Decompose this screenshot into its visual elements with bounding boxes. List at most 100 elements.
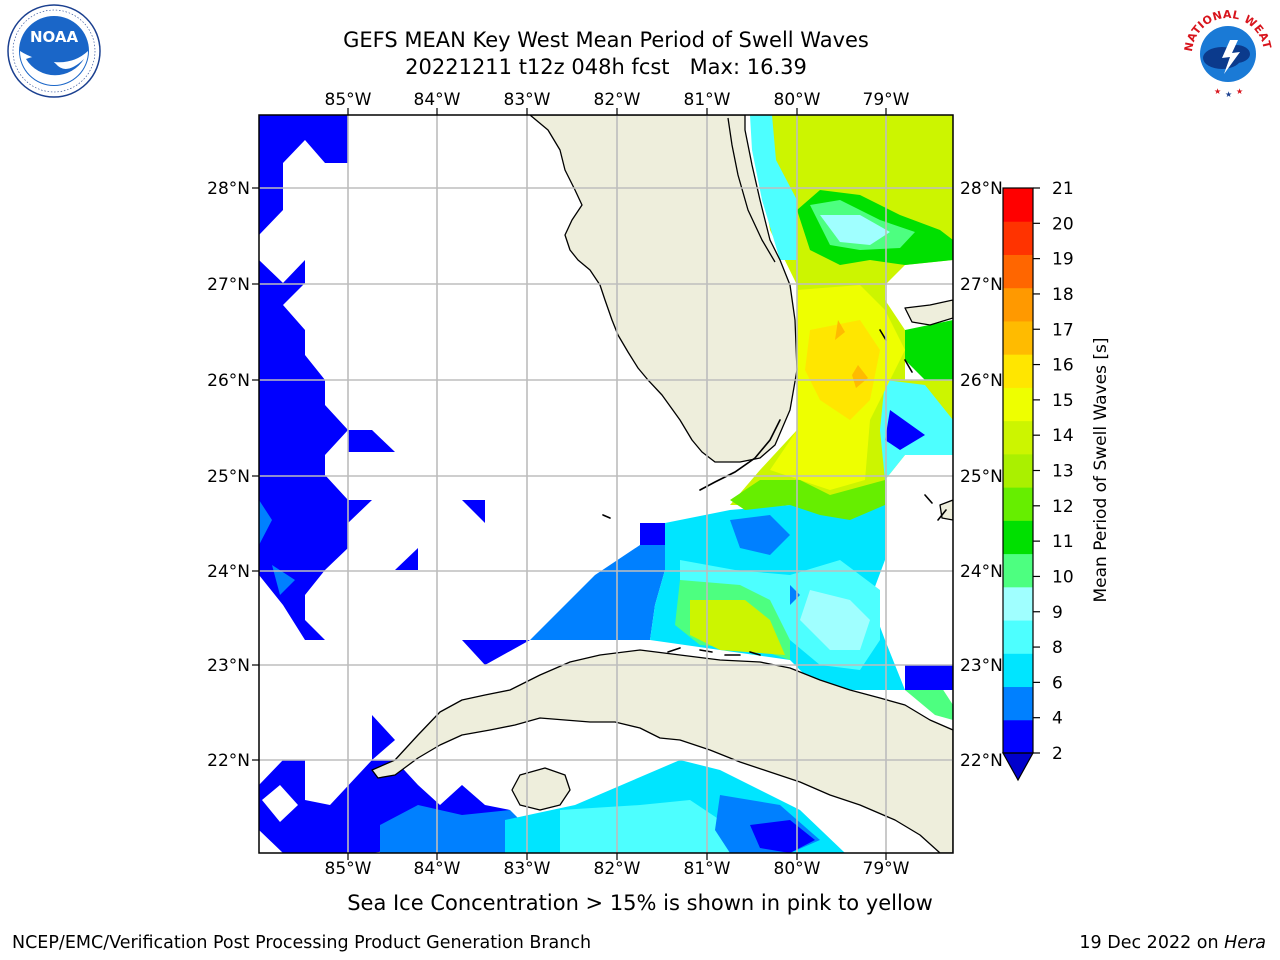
field-bahamas-green — [905, 320, 953, 380]
lon-label: 81°W — [684, 859, 731, 879]
colorbar-bin — [1003, 188, 1033, 222]
colorbar-tick-label: 19 — [1052, 250, 1074, 270]
lat-label: 24°N — [207, 562, 250, 582]
colorbar-ticks: 21 20 19 18 17 16 15 14 13 12 11 10 9 8 6 4 2 — [1033, 179, 1074, 764]
colorbar-bin — [1003, 387, 1033, 422]
lon-labels-bottom: 85°W 84°W 83°W 82°W 81°W 80°W 79°W — [325, 859, 910, 879]
lon-label: 84°W — [414, 859, 461, 879]
field-atlantic-pale — [820, 215, 890, 245]
nws-logo: NATIONAL WEATHER SERVICE ★ ★ ★ — [1178, 2, 1275, 99]
colorbar-tick-label: 12 — [1052, 497, 1074, 517]
footer-date: 19 Dec 2022 on Hera — [1079, 932, 1266, 954]
sea-ice-note: Sea Ice Concentration > 15% is shown in … — [347, 891, 933, 915]
swell-period-field — [259, 115, 953, 853]
colorbar-under-triangle — [1001, 752, 1035, 782]
field-carib-dark — [750, 820, 815, 853]
colorbar-bin — [1003, 719, 1033, 754]
colorbar-tick-label: 10 — [1052, 567, 1074, 587]
colorbar-bin — [1003, 254, 1033, 289]
colorbar-bin — [1003, 686, 1033, 721]
footer-host: Hera — [1224, 933, 1266, 953]
lon-labels-top: 85°W 84°W 83°W 82°W 81°W 80°W 79°W — [325, 90, 910, 110]
lon-label: 82°W — [594, 90, 641, 110]
land — [371, 115, 953, 853]
field-carib-west-white — [262, 785, 298, 822]
colorbar-tick-label: 15 — [1052, 391, 1074, 411]
colorbar-bin — [1003, 453, 1033, 488]
lon-label: 82°W — [594, 859, 641, 879]
colorbar-tick-label: 14 — [1052, 426, 1074, 446]
field-gulf-west — [259, 115, 348, 235]
colorbar-bin — [1003, 420, 1033, 455]
colorbar-tick-label: 16 — [1052, 356, 1074, 376]
lat-label: 28°N — [960, 179, 1003, 199]
svg-text:★: ★ — [1225, 90, 1232, 99]
lat-label: 22°N — [207, 751, 250, 771]
field-straits-mid — [530, 545, 665, 640]
colorbar-bin — [1003, 620, 1033, 654]
field-cuba-north-blue — [905, 665, 953, 690]
lon-label: 85°W — [325, 859, 372, 879]
colorbar-bin — [1003, 653, 1033, 688]
field-gulf-west-4 — [462, 500, 485, 523]
field-cuba-west-blue — [372, 715, 395, 760]
field-cuba-north-green — [905, 685, 953, 720]
colorbar-tick-label: 20 — [1052, 214, 1074, 234]
map-subtitle: 20221211 t12z 048h fcst Max: 16.39 — [405, 55, 807, 79]
lon-label: 83°W — [504, 90, 551, 110]
field-keys-green-lower — [730, 480, 885, 520]
lon-label: 79°W — [863, 90, 910, 110]
lon-label: 81°W — [684, 90, 731, 110]
lon-label: 80°W — [774, 90, 821, 110]
colorbar-tick-label: 8 — [1052, 638, 1063, 658]
axis-ticks — [252, 108, 887, 860]
lat-label: 24°N — [960, 562, 1003, 582]
footer-producer: NCEP/EMC/Verification Post Processing Pr… — [12, 933, 592, 953]
land-georgia-coast — [727, 117, 776, 263]
field-keys-yellow — [690, 600, 785, 655]
svg-text:★: ★ — [1236, 87, 1243, 96]
colorbar-tick-label: 6 — [1052, 673, 1063, 693]
colorbar-tick-label: 18 — [1052, 285, 1074, 305]
field-gulf-west-6 — [259, 500, 272, 545]
colorbar-tick-label: 2 — [1052, 744, 1063, 764]
colorbar-bin — [1003, 320, 1033, 355]
colorbar-bin — [1003, 520, 1033, 555]
svg-text:★: ★ — [1214, 87, 1221, 96]
map-title: GEFS MEAN Key West Mean Period of Swell … — [343, 28, 869, 52]
lat-label: 22°N — [960, 751, 1003, 771]
lat-label: 23°N — [960, 656, 1003, 676]
field-straits-blue-patch — [730, 515, 790, 555]
field-atlantic-orange — [805, 320, 880, 420]
lat-label: 26°N — [960, 371, 1003, 391]
field-straits-deepblue-2 — [790, 585, 800, 605]
lat-label: 26°N — [207, 371, 250, 391]
colorbar: 21 20 19 18 17 16 15 14 13 12 11 10 9 8 6 4 2 Mean Perio… — [1001, 179, 1111, 782]
colorbar-tick-label: 9 — [1052, 603, 1063, 623]
colorbar-bin — [1003, 586, 1033, 621]
field-atlantic-peak-1 — [835, 320, 845, 340]
land-florida — [529, 115, 798, 463]
lat-label: 25°N — [207, 467, 250, 487]
colorbar-tick-label: 17 — [1052, 320, 1074, 340]
field-gulf-west-3 — [348, 430, 395, 452]
plot-frame — [258, 114, 954, 854]
colorbar-bin — [1003, 553, 1033, 588]
lat-labels-right: 28°N 27°N 26°N 25°N 24°N 23°N 22°N — [960, 179, 1003, 771]
lat-label: 27°N — [960, 275, 1003, 295]
colorbar-bin — [1003, 354, 1033, 388]
colorbar-tick-label: 21 — [1052, 179, 1074, 199]
field-gulf-west-2 — [259, 260, 372, 640]
field-atlantic-peak-2 — [852, 365, 868, 388]
lat-label: 23°N — [207, 656, 250, 676]
field-gulf-west-7 — [272, 565, 295, 595]
land-grand-bahama — [904, 299, 953, 326]
graticule — [259, 115, 953, 853]
field-carib-mid — [380, 805, 530, 853]
colorbar-label: Mean Period of Swell Waves [s] — [1091, 338, 1111, 603]
field-bahamas-blue — [885, 410, 925, 450]
lon-label: 85°W — [325, 90, 372, 110]
lat-label: 25°N — [960, 467, 1003, 487]
lon-label: 79°W — [863, 859, 910, 879]
